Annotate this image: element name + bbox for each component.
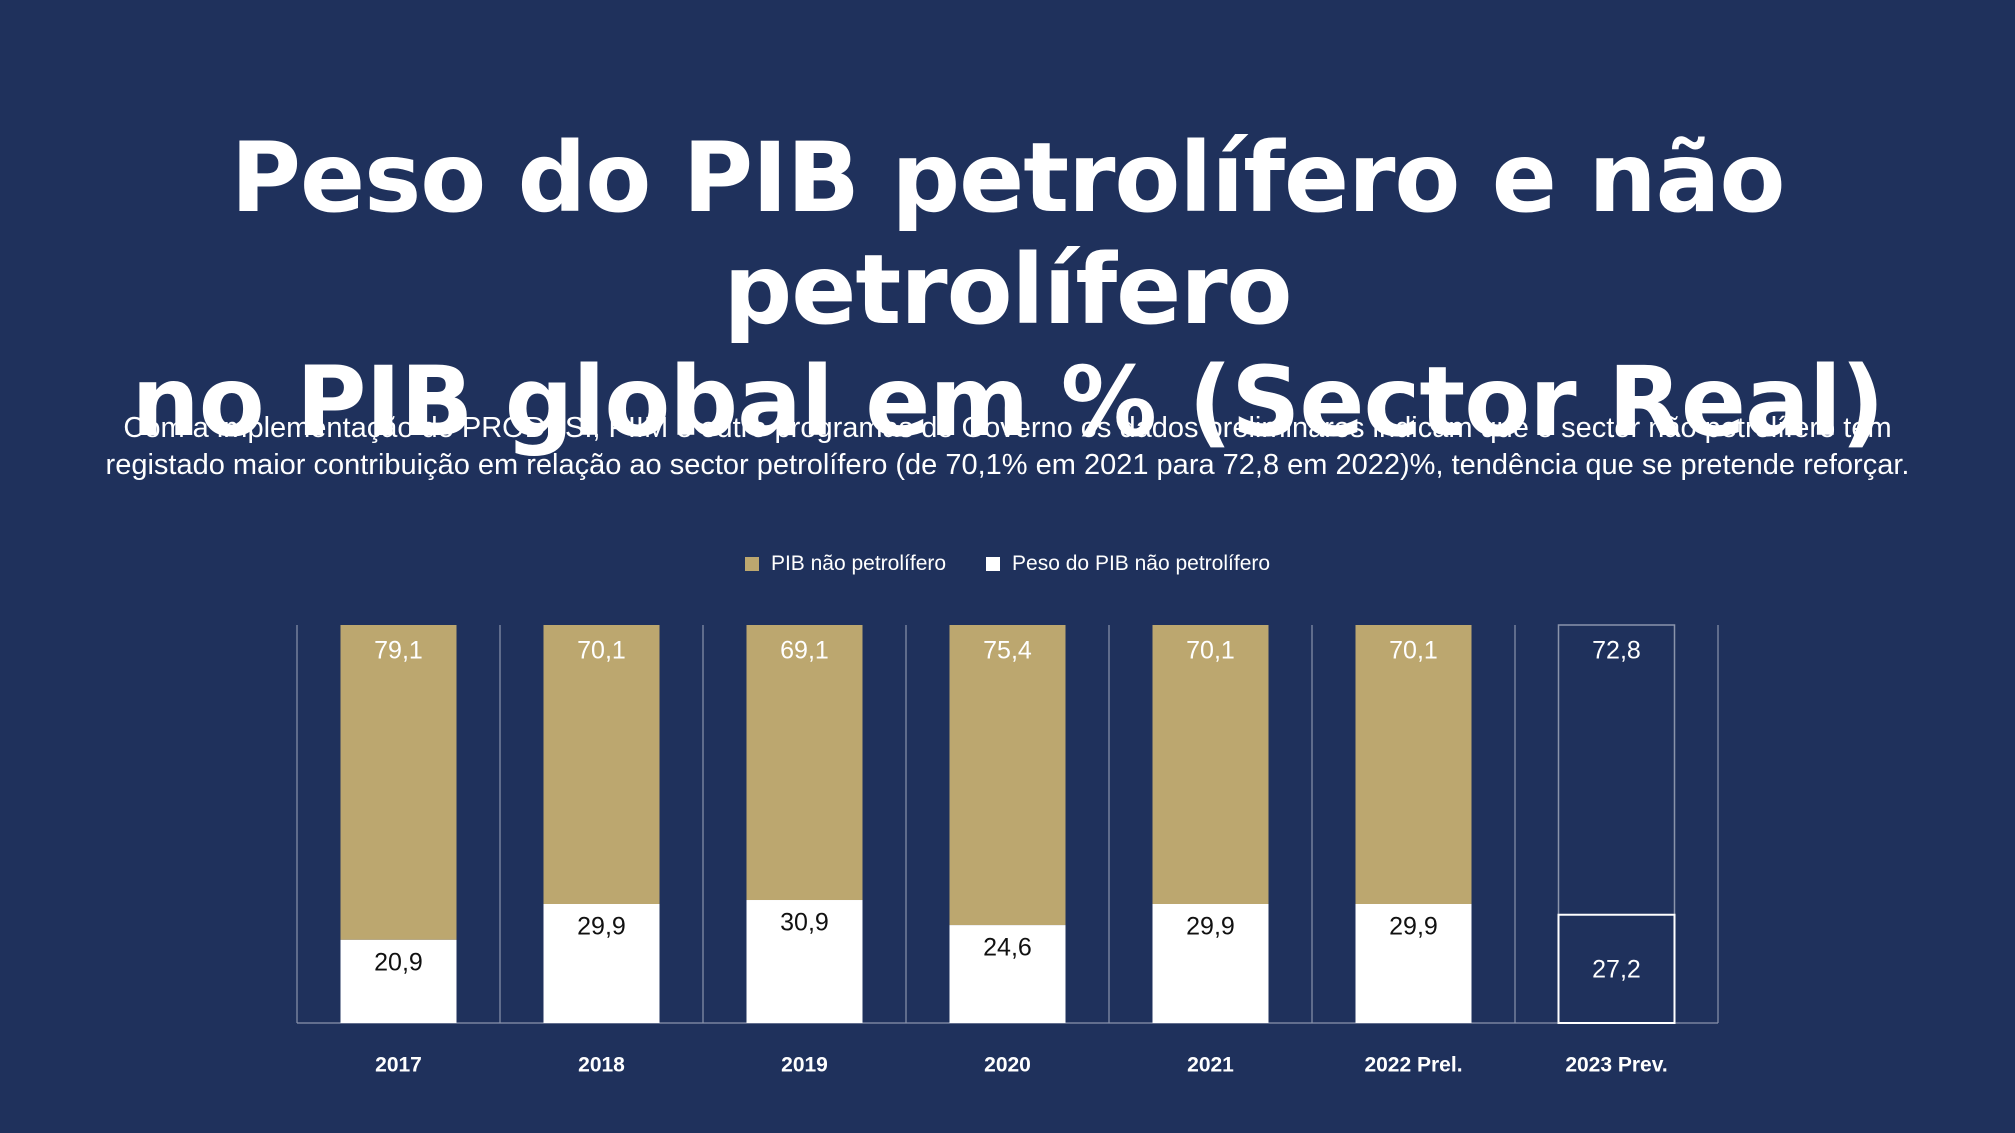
bar-segment-peso-pib [340, 939, 457, 1023]
x-tick-label: 2017 [375, 1054, 422, 1077]
bar-segment-pib-nao-petrolifero [746, 625, 863, 901]
page-title: Peso do PIB petrolífero e não petrolífer… [0, 122, 2015, 458]
chart-legend: PIB não petrolífero Peso do PIB não petr… [0, 552, 2015, 576]
data-label: 69,1 [780, 637, 829, 665]
legend-item-peso-pib: Peso do PIB não petrolífero [986, 552, 1270, 576]
data-label: 72,8 [1592, 637, 1641, 665]
x-tick-label: 2021 [1187, 1054, 1234, 1077]
legend-item-pib-nao-petrolifero: PIB não petrolífero [744, 552, 947, 576]
data-label: 24,6 [983, 934, 1032, 962]
subtitle-line-2: registado maior contribuição em relação … [105, 449, 1910, 481]
bar-segment-peso-pib [746, 900, 863, 1023]
data-label: 20,9 [374, 948, 423, 976]
subtitle-line-1: Com a implementação do PRODESI, PIIM e o… [123, 412, 1892, 444]
bar-segment-pib-nao-petrolifero [1557, 624, 1676, 916]
x-tick-label: 2022 Prel. [1364, 1054, 1462, 1077]
bar-segment-peso-pib [1355, 903, 1472, 1023]
bar-segment-peso-pib [543, 903, 660, 1023]
legend-swatch-tan [744, 557, 759, 571]
x-tick-label: 2023 Prev. [1565, 1054, 1667, 1077]
data-label: 70,1 [1186, 637, 1235, 665]
bar-segment-pib-nao-petrolifero [543, 625, 660, 904]
data-label: 70,1 [1389, 637, 1438, 665]
legend-label: PIB não petrolífero [770, 552, 947, 575]
data-label: 29,9 [1389, 913, 1438, 941]
bar-segment-pib-nao-petrolifero [949, 625, 1066, 926]
bar-segment-pib-nao-petrolifero [340, 625, 457, 940]
legend-label: Peso do PIB não petrolífero [1012, 552, 1271, 575]
data-label: 70,1 [577, 637, 626, 665]
data-label: 30,9 [780, 909, 829, 937]
data-label: 79,1 [374, 637, 423, 665]
bar-segment-peso-pib [1557, 913, 1676, 1025]
subtitle: Com a implementação do PRODESI, PIIM e o… [60, 410, 1955, 484]
bar-segment-peso-pib [949, 925, 1066, 1023]
data-label: 75,4 [983, 637, 1032, 665]
title-line-1: Peso do PIB petrolífero e não petrolífer… [230, 122, 1786, 346]
legend-swatch-white [986, 557, 1001, 571]
bar-segment-pib-nao-petrolifero [1355, 625, 1472, 904]
data-label: 29,9 [577, 913, 626, 941]
data-label: 29,9 [1186, 913, 1235, 941]
x-tick-label: 2018 [578, 1054, 625, 1077]
x-tick-label: 2020 [984, 1054, 1031, 1077]
x-tick-label: 2019 [781, 1054, 828, 1077]
title-line-2: no PIB global em % (Sector Real) [131, 346, 1884, 458]
data-label: 27,2 [1592, 955, 1641, 983]
bar-segment-peso-pib [1152, 903, 1269, 1023]
bar-segment-pib-nao-petrolifero [1152, 625, 1269, 904]
